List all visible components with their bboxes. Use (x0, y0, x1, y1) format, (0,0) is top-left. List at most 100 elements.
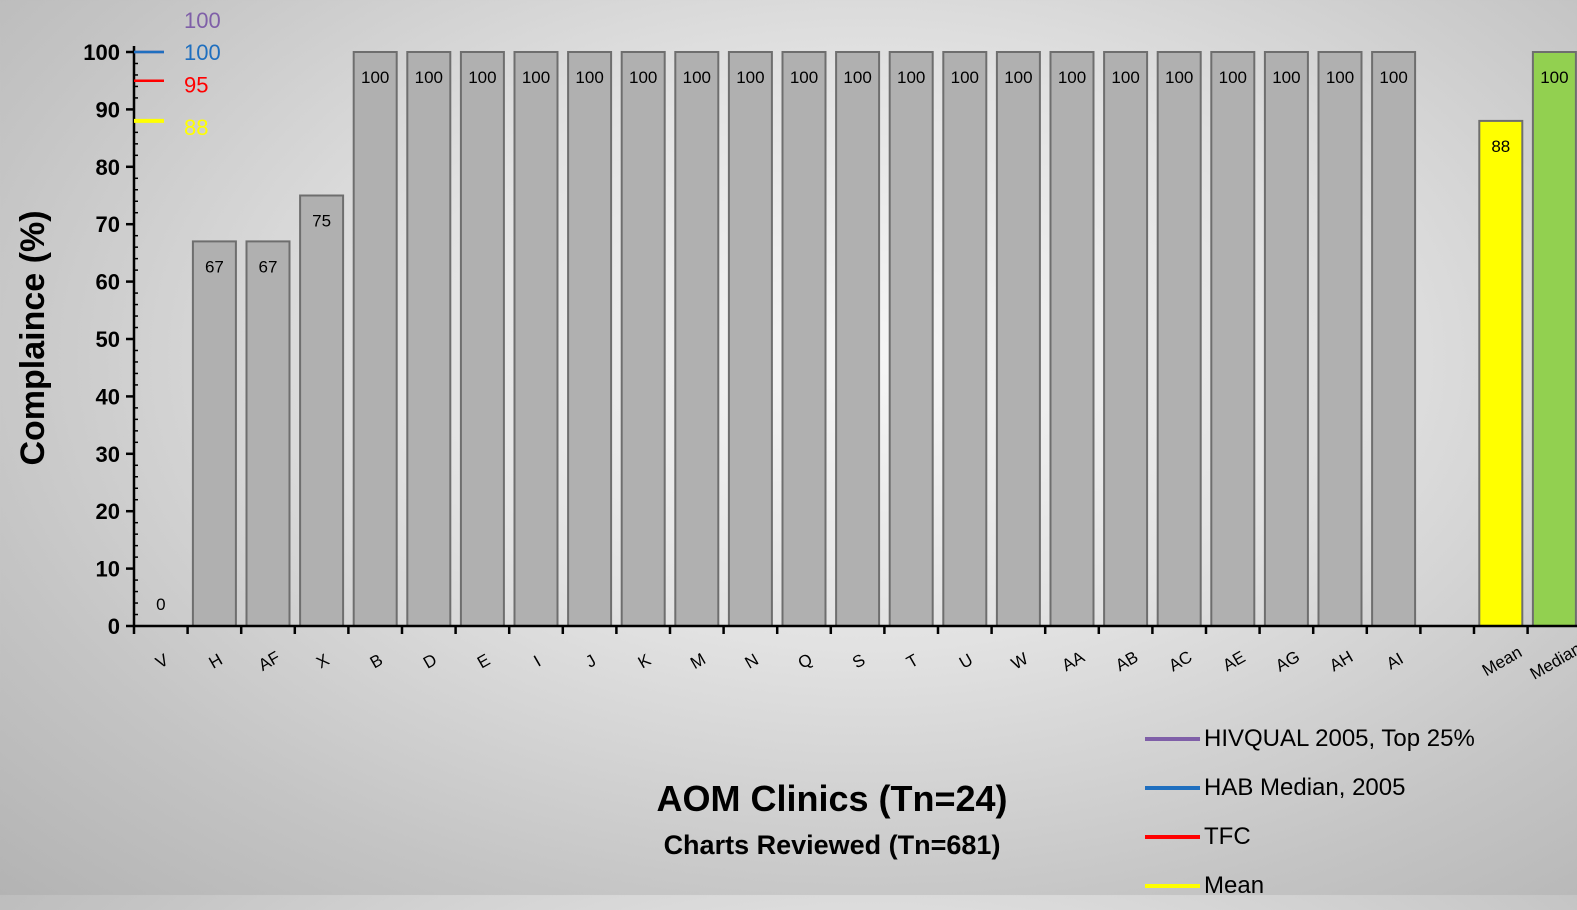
y-tick-label-0: 0 (108, 614, 120, 639)
bar-b (352, 51, 398, 627)
data-label-q: 100 (790, 68, 818, 87)
bar-ae (1210, 51, 1256, 627)
data-label-x: 75 (312, 212, 331, 231)
reference-label-0: 100 (184, 8, 221, 33)
y-tick-label-80: 80 (96, 155, 120, 180)
x-tick-label-ai: AI (1383, 649, 1406, 673)
x-tick-label-mean: Mean (1479, 642, 1525, 680)
legend: HIVQUAL 2005, Top 25% HAB Median, 2005 TFC… (1145, 714, 1575, 910)
data-label-w: 100 (1004, 68, 1032, 87)
bar-m (674, 51, 720, 627)
data-label-ah: 100 (1326, 68, 1354, 87)
x-tick-label-q: Q (795, 650, 816, 673)
bar-q (781, 51, 827, 627)
data-label-ab: 100 (1111, 68, 1139, 87)
data-label-m: 100 (683, 68, 711, 87)
legend-item-0: HIVQUAL 2005, Top 25% (1145, 714, 1575, 763)
data-label-v: 0 (156, 595, 165, 614)
reference-label-3: 88 (184, 115, 208, 140)
bar-ai (1371, 51, 1417, 627)
x-tick-label-e: E (474, 650, 493, 672)
y-axis-label: Complaince (%) (14, 210, 52, 465)
x-tick-label-m: M (687, 649, 709, 673)
x-tick-label-af: AF (255, 648, 283, 675)
chart-subtitle: Charts Reviewed (Tn=681) (663, 830, 1001, 860)
data-label-t: 100 (897, 68, 925, 87)
reference-label-1: 100 (184, 40, 221, 65)
data-label-aa: 100 (1058, 68, 1086, 87)
data-label-d: 100 (415, 68, 443, 87)
bar-af (245, 240, 291, 627)
bar-u (942, 51, 988, 627)
chart-title: AOM Clinics (Tn=24) (656, 778, 1008, 819)
bar-j (567, 51, 613, 627)
data-label-j: 100 (575, 68, 603, 87)
bar-ag (1263, 51, 1309, 627)
reference-label-2: 95 (184, 73, 208, 98)
bar-aa (1049, 51, 1095, 627)
bar-mean (1478, 119, 1524, 628)
legend-label: HAB Median, 2005 (1204, 773, 1406, 801)
data-label-median: 100 (1540, 68, 1568, 87)
x-tick-label-ae: AE (1219, 647, 1248, 675)
x-tick-label-w: W (1008, 649, 1031, 673)
data-label-af: 67 (259, 257, 278, 276)
x-tick-label-ah: AH (1326, 647, 1356, 675)
data-label-b: 100 (361, 68, 389, 87)
x-tick-label-i: I (530, 652, 544, 671)
x-tick-label-h: H (206, 650, 226, 673)
bar-t (888, 51, 934, 627)
y-tick-label-50: 50 (96, 327, 120, 352)
data-label-i: 100 (522, 68, 550, 87)
bar-ab (1103, 51, 1149, 627)
x-tick-label-aa: AA (1059, 647, 1089, 675)
x-tick-label-v: V (152, 650, 172, 672)
legend-item-3: Mean (1145, 861, 1575, 910)
data-label-mean: 88 (1491, 137, 1510, 156)
x-tick-label-k: K (635, 650, 655, 672)
legend-swatch (1145, 834, 1200, 839)
data-label-ai: 100 (1379, 68, 1407, 87)
y-tick-label-100: 100 (83, 40, 120, 65)
bar-labels-layer: 0 67 67 75 100 100 100 100 100 100 100 100 100 100 100… (156, 68, 1569, 614)
bar-x (299, 194, 345, 627)
y-tick-label-10: 10 (96, 557, 120, 582)
legend-label: Mean (1204, 871, 1265, 899)
reference-markers-layer: 100 100 95 88 (134, 8, 221, 140)
x-tick-label-ac: AC (1165, 647, 1195, 675)
data-label-ae: 100 (1219, 68, 1247, 87)
bar-h (191, 240, 237, 627)
bar-n (727, 51, 773, 627)
x-tick-label-n: N (742, 650, 762, 673)
bar-ac (1156, 51, 1202, 627)
bars-layer (191, 51, 1577, 628)
data-label-n: 100 (736, 68, 764, 87)
y-tick-label-20: 20 (96, 499, 120, 524)
x-tick-label-d: D (420, 650, 440, 673)
bar-median (1531, 51, 1577, 627)
bar-k (620, 51, 666, 627)
legend-item-2: TFC (1145, 812, 1575, 861)
x-tick-label-u: U (956, 650, 976, 673)
legend-item-1: HAB Median, 2005 (1145, 763, 1575, 812)
x-tick-label-x: X (313, 650, 332, 672)
y-tick-label-60: 60 (96, 270, 120, 295)
y-tick-label-40: 40 (96, 384, 120, 409)
bar-s (835, 51, 881, 627)
data-label-ag: 100 (1272, 68, 1300, 87)
y-tick-label-90: 90 (96, 97, 120, 122)
x-tick-label-median: Median (1527, 639, 1577, 683)
data-label-e: 100 (468, 68, 496, 87)
data-label-u: 100 (951, 68, 979, 87)
x-tick-label-b: B (367, 650, 386, 672)
bar-w (995, 51, 1041, 627)
y-tick-label-30: 30 (96, 442, 120, 467)
y-tick-label-70: 70 (96, 212, 120, 237)
bar-e (459, 51, 505, 627)
x-tick-label-t: T (903, 650, 921, 672)
bar-i (513, 51, 559, 627)
x-tick-label-s: S (849, 650, 868, 672)
data-label-k: 100 (629, 68, 657, 87)
x-tick-label-j: J (582, 651, 599, 672)
